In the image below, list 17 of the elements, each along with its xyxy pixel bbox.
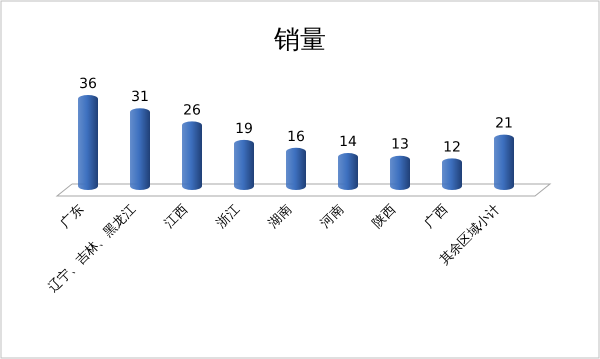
- data-label: 26: [183, 102, 201, 118]
- data-label: 36: [79, 76, 97, 92]
- x-tick-label: 陕西: [370, 202, 399, 232]
- data-label: 14: [339, 134, 357, 150]
- data-label: 13: [391, 136, 409, 153]
- data-label: 19: [235, 120, 253, 137]
- data-label: 12: [443, 139, 461, 156]
- x-tick-label: 湖南: [266, 202, 295, 232]
- x-tick-label: 广东: [58, 202, 87, 232]
- x-tick-label: 浙江: [214, 202, 243, 232]
- data-label: 21: [495, 116, 513, 132]
- x-tick-label: 江西: [162, 202, 191, 232]
- x-tick-label: 广西: [422, 202, 451, 232]
- chart-title: 销量: [273, 25, 326, 55]
- data-label: 16: [287, 128, 305, 145]
- x-tick-label: 河南: [318, 202, 347, 232]
- data-label: 31: [131, 89, 149, 106]
